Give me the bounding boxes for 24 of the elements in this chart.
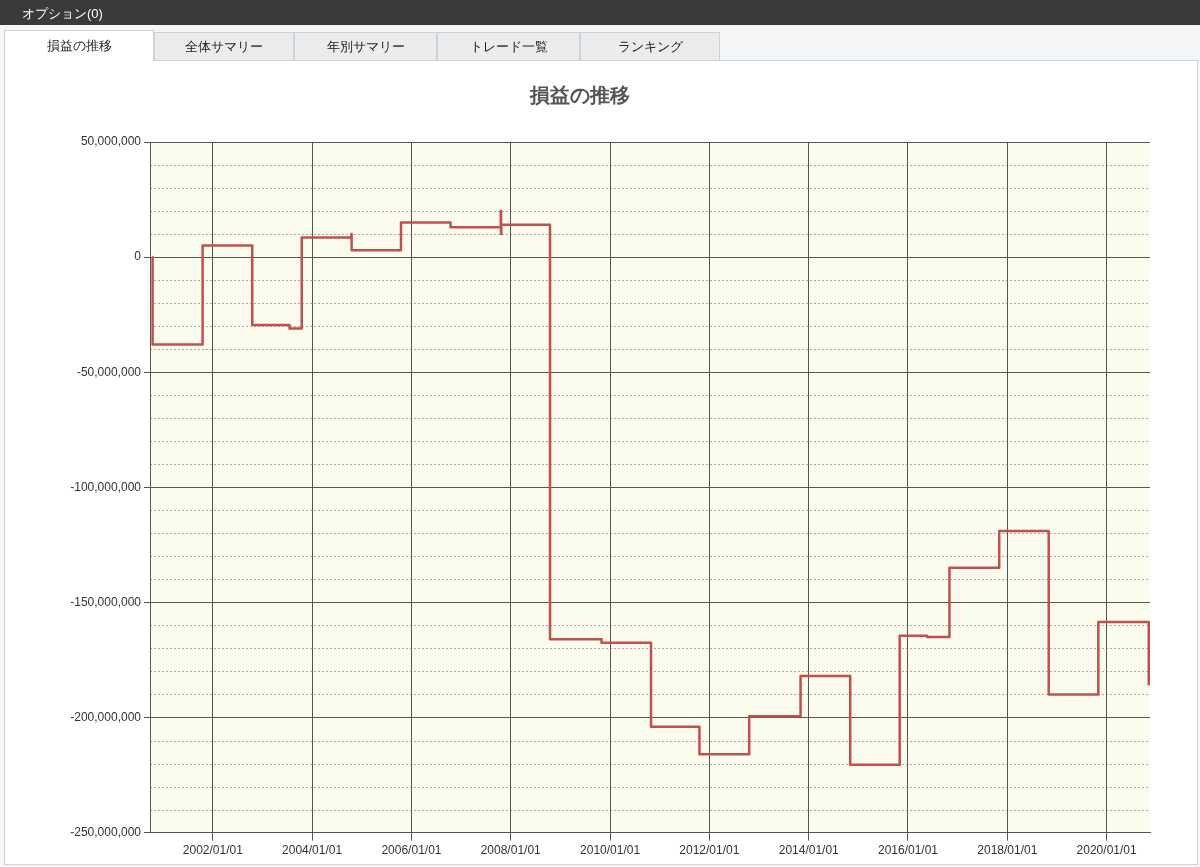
x-tick-label: 2010/01/01: [580, 843, 641, 858]
text: トレード一覧: [469, 37, 548, 56]
x-tick-label: 2020/01/01: [1076, 843, 1137, 858]
text: 全体サマリー: [185, 37, 263, 56]
y-tick-label: 50,000,000: [80, 134, 142, 149]
x-tick-label: 2002/01/01: [182, 843, 244, 858]
y-tick-label: 0: [134, 249, 142, 264]
x-tick-label: 2016/01/01: [877, 843, 939, 858]
x-tick-label: 2018/01/01: [977, 843, 1038, 858]
text: 損益の推移: [46, 37, 112, 55]
x-tick-label: 2006/01/01: [381, 843, 442, 858]
y-tick-label: -150,000,000: [70, 594, 142, 609]
x-tick-label: 2004/01/01: [282, 843, 343, 858]
y-tick-label: -50,000,000: [76, 364, 142, 379]
x-tick-label: 2008/01/01: [480, 843, 542, 858]
x-tick-label: 2012/01/01: [679, 843, 740, 858]
text: ランキング: [617, 37, 683, 56]
x-tick-label: 2014/01/01: [778, 843, 840, 858]
y-tick-label: -100,000,000: [70, 479, 142, 494]
text: オプション(0): [22, 5, 103, 23]
y-tick-label: -200,000,000: [70, 709, 142, 724]
text: 年別サマリー: [326, 37, 405, 56]
y-tick-label: -250,000,000: [70, 824, 142, 839]
chart-title: 損益の推移: [529, 83, 630, 106]
